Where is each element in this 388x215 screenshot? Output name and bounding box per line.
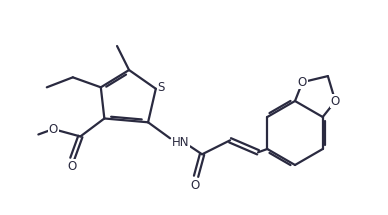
Text: O: O bbox=[191, 179, 200, 192]
Text: S: S bbox=[157, 81, 165, 94]
Text: O: O bbox=[49, 123, 58, 136]
Text: O: O bbox=[298, 76, 307, 89]
Text: O: O bbox=[68, 160, 77, 173]
Text: O: O bbox=[331, 95, 340, 108]
Text: HN: HN bbox=[172, 136, 190, 149]
